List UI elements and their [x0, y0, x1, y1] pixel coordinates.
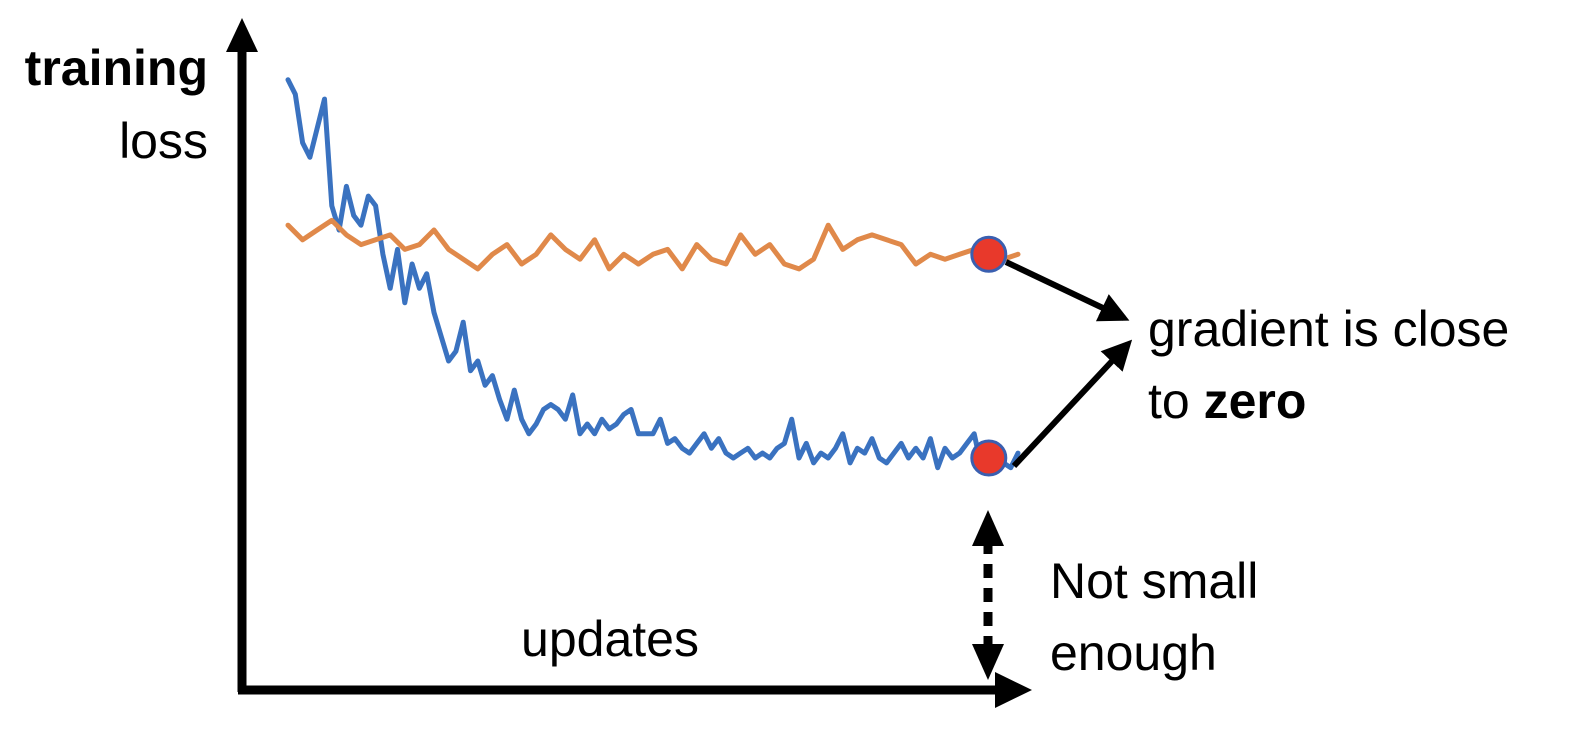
arrow-orange-to-label — [1004, 259, 1130, 322]
marker-blue-end — [970, 439, 1008, 477]
series-line-blue — [285, 77, 1021, 471]
y-axis-label: loss — [119, 113, 208, 169]
axes — [226, 18, 1032, 708]
annotation-gradient-line1: gradient is close — [1148, 301, 1509, 357]
x-axis-label: updates — [521, 611, 699, 667]
x-axis-arrowhead — [995, 672, 1032, 708]
y-axis-label-bold: training — [25, 40, 208, 96]
series-line-orange — [285, 217, 1021, 272]
gap-arrowhead-up — [972, 510, 1004, 546]
gap-arrowhead-down — [972, 644, 1004, 680]
arrow-blue-to-label — [1011, 339, 1133, 469]
y-axis-arrowhead — [226, 18, 258, 52]
annotation-not-small-line2: enough — [1050, 625, 1217, 681]
annotation-gradient-line2-normal: to — [1148, 373, 1204, 429]
annotation-gradient-line2-bold: zero — [1204, 373, 1307, 429]
marker-orange-end — [970, 235, 1008, 273]
annotation-not-small-line1: Not small — [1050, 553, 1258, 609]
annotation-gradient-line2: to zero — [1148, 373, 1306, 429]
